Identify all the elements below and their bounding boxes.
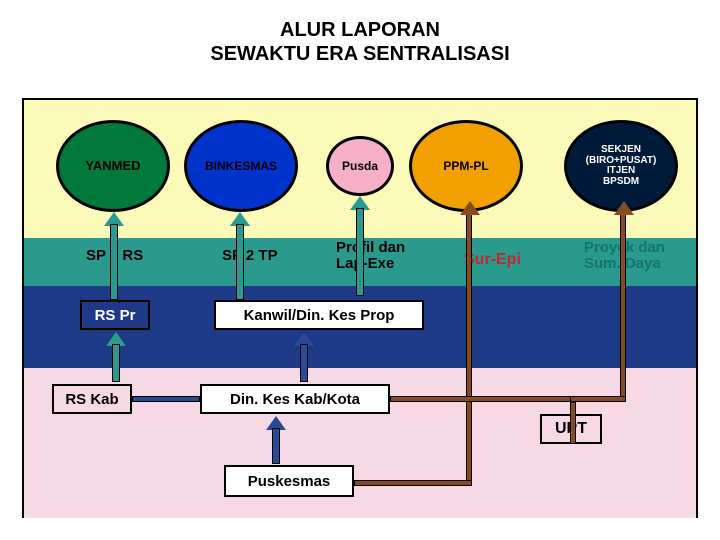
- box-kanwil: Kanwil/Din. Kes Prop: [214, 300, 424, 330]
- box-puskesmas-label: Puskesmas: [248, 473, 331, 490]
- arrow-rskab-rspr: [106, 332, 126, 382]
- page-title: ALUR LAPORAN SEWAKTU ERA SENTRALISASI: [0, 18, 720, 66]
- hline-pusk-right: [354, 480, 472, 486]
- node-pusda: Pusda: [326, 136, 394, 196]
- box-puskesmas: Puskesmas: [224, 465, 354, 497]
- node-binkesmas: BINKESMAS: [184, 120, 298, 212]
- node-sekjen: SEKJEN (BIRO+PUSAT) ITJEN BPSDM: [564, 120, 678, 212]
- box-rskab: RS Kab: [52, 384, 132, 414]
- box-dinkab-label: Din. Kes Kab/Kota: [230, 391, 360, 408]
- box-rskab-label: RS Kab: [65, 391, 118, 408]
- arrow-binkesmas: [230, 212, 250, 300]
- label-surepi: Sur-Epi: [464, 252, 521, 269]
- node-ppmpl: PPM-PL: [409, 120, 523, 212]
- arrow-pusda: [350, 196, 370, 296]
- node-pusda-label: Pusda: [342, 160, 378, 173]
- diagram-frame: YANMED BINKESMAS Pusda PPM-PL SEKJEN (BI…: [22, 98, 698, 518]
- box-dinkab: Din. Kes Kab/Kota: [200, 384, 390, 414]
- arrow-pusk-dinkab: [266, 416, 286, 464]
- node-yanmed-label: YANMED: [85, 159, 140, 173]
- line-sekjen: [620, 212, 626, 402]
- box-rspr: RS Pr: [80, 300, 150, 330]
- line-ppm: [466, 212, 472, 486]
- node-yanmed: YANMED: [56, 120, 170, 212]
- box-rspr-label: RS Pr: [95, 307, 136, 324]
- arrow-rspr-yanmed: [104, 212, 124, 300]
- arrow-dinkab-kanwil: [294, 332, 314, 382]
- line-upt: [570, 402, 576, 444]
- hline-rskab-dinkab: [132, 396, 200, 402]
- label-profil: Profil dan Lap-Exe: [336, 240, 405, 272]
- node-ppmpl-label: PPM-PL: [443, 160, 488, 173]
- node-sekjen-label: SEKJEN (BIRO+PUSAT) ITJEN BPSDM: [586, 145, 657, 187]
- node-binkesmas-label: BINKESMAS: [205, 160, 277, 173]
- box-kanwil-label: Kanwil/Din. Kes Prop: [244, 307, 395, 324]
